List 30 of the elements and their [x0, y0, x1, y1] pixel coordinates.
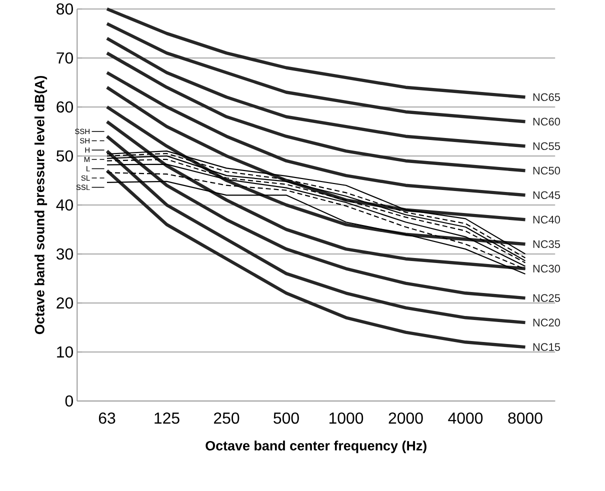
series-label: NC25 [533, 294, 560, 302]
series-label: NC65 [533, 93, 560, 102]
series-label: NC60 [533, 118, 560, 126]
x-tick-label: 8000 [508, 412, 542, 424]
y-axis-title: Octave band sound pressure level dB(A) [34, 76, 48, 334]
y-tick-label: 10 [57, 346, 73, 358]
x-tick-label: 125 [154, 412, 180, 424]
series-label: NC55 [533, 142, 560, 150]
x-tick-label: 63 [98, 412, 116, 424]
y-tick-label: 60 [56, 101, 73, 113]
series-label: NC45 [533, 191, 560, 200]
series-label: NC30 [533, 264, 560, 273]
x-tick-label: 500 [274, 412, 299, 424]
y-tick-label: 50 [56, 150, 73, 162]
series-label: NC20 [533, 318, 560, 326]
y-tick-label: 80 [56, 3, 73, 15]
y-tick-label: 20 [56, 297, 73, 309]
x-tick-label: 250 [214, 412, 240, 424]
y-tick-label: 40 [56, 199, 73, 211]
y-tick-label: 70 [56, 52, 73, 64]
x-axis-title: Octave band center frequency (Hz) [206, 440, 426, 454]
y-tick-label: 30 [56, 248, 73, 260]
series-label: NC35 [533, 240, 560, 248]
series-label: NC15 [533, 343, 560, 351]
x-tick-label: 2000 [388, 412, 423, 424]
x-tick-label: 4000 [448, 412, 483, 424]
series-label: NC40 [533, 216, 560, 224]
x-tick-label: 1000 [329, 412, 364, 424]
y-tick-label: 0 [65, 395, 73, 407]
series-label: NC50 [533, 166, 560, 175]
